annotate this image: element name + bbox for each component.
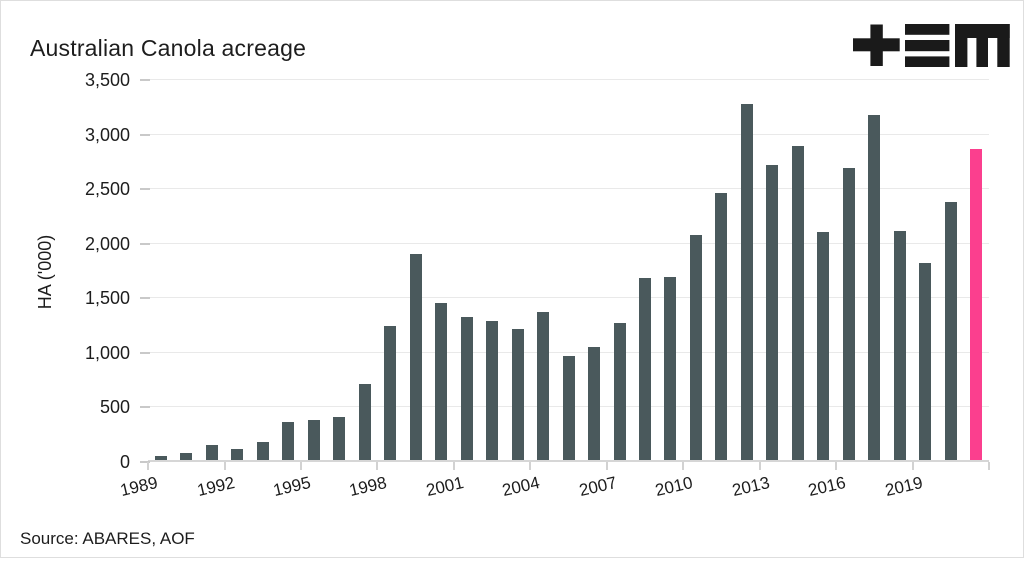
x-tick-4: [452, 462, 455, 470]
y-tick-3500: [140, 79, 150, 81]
bar-2002: [486, 320, 498, 462]
bar-2006: [588, 347, 600, 462]
gridline-2500: [148, 188, 989, 190]
y-tick-label-500: 500: [99, 397, 130, 418]
x-tick-8: [758, 462, 761, 470]
bar-2008: [639, 277, 651, 462]
y-tick-label-0: 0: [119, 452, 130, 472]
source-note: Source: ABARES, AOF: [20, 529, 195, 548]
bar-2021: [970, 148, 983, 462]
x-tick-5: [529, 462, 532, 470]
bar-1990: [180, 452, 193, 462]
chart-title: Australian Canola acreage: [30, 35, 307, 62]
y-tick-label-3500: 3,500: [84, 70, 130, 90]
bar-1999: [409, 253, 422, 462]
logo-m-left: [955, 24, 968, 67]
x-tick-1: [223, 462, 226, 470]
x-tick-label-1998: 1998: [347, 473, 389, 501]
x-tick-label-2004: 2004: [500, 473, 542, 501]
bar-2014: [791, 145, 804, 462]
bar-2010: [689, 235, 702, 462]
y-tick-label-1000: 1,000: [84, 342, 130, 363]
x-tick-label-1989: 1989: [118, 473, 160, 501]
x-tick-3: [376, 462, 379, 470]
y-tick-0: [140, 461, 150, 463]
y-tick-label-2000: 2,000: [84, 233, 130, 254]
logo-bar-1: [905, 24, 950, 35]
x-tick-label-1995: 1995: [271, 473, 313, 501]
x-tick-7: [682, 462, 685, 470]
bar-2012: [740, 104, 753, 462]
x-tick-0: [147, 462, 149, 470]
x-tick-10: [911, 462, 914, 470]
y-tick-3000: [140, 133, 150, 136]
gridline-2000: [148, 242, 989, 244]
x-tick-label-2013: 2013: [729, 473, 772, 501]
y-tick-500: [140, 406, 150, 409]
bar-1997: [358, 384, 371, 462]
y-tick-2000: [140, 242, 150, 245]
bar-2018: [893, 230, 906, 462]
bar-2000: [435, 302, 448, 462]
logo-plus-horizontal: [853, 38, 900, 52]
bar-2016: [842, 168, 855, 462]
x-tick-label-1992: 1992: [194, 473, 236, 501]
bar-2017: [868, 114, 881, 462]
y-tick-1000: [140, 351, 150, 354]
bar-2003: [511, 329, 524, 462]
bar-2020: [944, 201, 957, 462]
logo-bar-3: [905, 56, 950, 67]
bar-2005: [562, 356, 575, 462]
logo-m-right: [997, 24, 1010, 67]
gridline-1500: [148, 297, 989, 299]
bar-1994: [282, 422, 295, 462]
x-tick-label-2016: 2016: [806, 473, 848, 501]
bar-2007: [613, 322, 626, 462]
logo-m-mid: [976, 24, 988, 67]
y-axis-title: HA ('000): [35, 234, 55, 310]
bar-2013: [766, 164, 779, 462]
y-tick-1500: [140, 297, 150, 300]
bar-1993: [256, 441, 269, 462]
bar-1991: [205, 444, 218, 462]
x-tick-label-2007: 2007: [577, 473, 619, 501]
x-tick-label-2019: 2019: [882, 473, 924, 501]
bar-1996: [333, 416, 346, 462]
gridline-3500: [148, 79, 989, 80]
bar-2019: [919, 263, 932, 462]
x-axis-line: [148, 460, 989, 462]
bar-1989: [154, 455, 167, 462]
bar-2009: [664, 276, 677, 462]
y-tick-label-3000: 3,000: [84, 124, 130, 145]
bar-2015: [817, 232, 830, 462]
y-tick-label-1500: 1,500: [84, 288, 130, 309]
tem-logo: [853, 24, 1010, 67]
plot-area: [148, 79, 989, 462]
x-tick-label-2010: 2010: [653, 473, 695, 501]
bar-2001: [460, 316, 473, 462]
logo-bar-2: [905, 40, 950, 52]
y-tick-2500: [140, 188, 150, 191]
x-tick-2: [299, 462, 302, 470]
bar-1992: [231, 448, 244, 462]
x-tick-label-2001: 2001: [424, 473, 466, 501]
y-tick-label-2500: 2,500: [84, 179, 130, 200]
bar-2004: [537, 311, 549, 462]
gridline-1000: [148, 351, 989, 353]
x-tick-6: [605, 462, 608, 470]
x-tick-11: [988, 462, 990, 470]
bar-1995: [307, 420, 320, 462]
bar-1998: [384, 325, 397, 462]
bar-2011: [715, 193, 728, 462]
x-tick-9: [835, 462, 838, 470]
gridline-3000: [148, 133, 989, 135]
